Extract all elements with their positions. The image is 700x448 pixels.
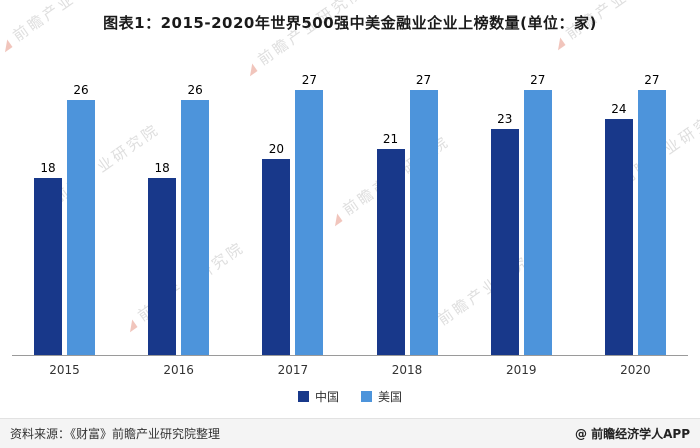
brand-note: @ 前瞻经济学人APP [574, 427, 690, 441]
bar-value-label: 18 [40, 161, 56, 176]
bar-wrap: 27 [409, 73, 438, 355]
bar-series-1 [409, 90, 438, 355]
bar-pair: 24 27 [604, 73, 666, 355]
bar-value-label: 21 [382, 131, 399, 146]
bar-value-label: 26 [73, 82, 89, 97]
footer: 资料来源：《财富》前瞻产业研究院整理 @ 前瞻经济学人APP [0, 418, 700, 448]
x-axis-label: 2016 [163, 363, 194, 377]
bar-wrap: 20 [262, 141, 291, 355]
bar-value-label: 23 [497, 112, 513, 127]
bar-wrap: 24 [604, 102, 633, 355]
chart-area: 18 26 2015 18 26 2016 20 27 2017 21 27 2018 23 27 2019… [12, 73, 688, 377]
x-axis-line [12, 355, 688, 356]
bar-wrap: 26 [67, 83, 95, 355]
bar-group: 23 27 2019 [490, 73, 552, 377]
bar-wrap: 27 [637, 73, 666, 355]
x-axis-label: 2019 [505, 363, 537, 377]
bar-group: 20 27 2017 [262, 73, 324, 377]
bar-group: 24 27 2020 [604, 73, 666, 377]
bar-wrap: 27 [523, 73, 552, 355]
x-axis-label: 2017 [277, 363, 309, 377]
legend-swatch [297, 391, 309, 402]
watermark-logo-icon: ◢ [242, 59, 261, 78]
bar-value-label: 27 [415, 73, 432, 87]
watermark-logo-icon: ◢ [550, 33, 569, 52]
bar-value-label: 27 [301, 73, 318, 87]
bar-pair: 18 26 [148, 82, 210, 355]
chart-title: 图表1：2015-2020年世界500强中美金融业企业上榜数量(单位：家) [103, 14, 597, 32]
bar-wrap: 18 [34, 161, 62, 355]
bar-wrap: 27 [295, 73, 324, 355]
legend: 中国 美国 [0, 388, 700, 405]
bar-wrap: 18 [148, 161, 177, 355]
bar-series-0 [376, 148, 405, 355]
source-note: 资料来源：《财富》前瞻产业研究院整理 [10, 427, 221, 441]
bar-pair: 21 27 [376, 73, 438, 355]
bar-wrap: 26 [181, 82, 210, 355]
watermark-text: 前瞻产业研究院 [254, 0, 368, 70]
bar-series-0 [262, 158, 291, 355]
bar-series-0 [604, 119, 633, 355]
plot-groups: 18 26 2015 18 26 2016 20 27 2017 21 27 2018 23 27 2019… [12, 73, 688, 377]
bar-wrap: 21 [376, 131, 405, 355]
legend-label: 美国 [378, 390, 403, 404]
bar-series-0 [148, 178, 177, 355]
bar-group: 18 26 2015 [34, 83, 95, 377]
bar-pair: 20 27 [262, 73, 324, 355]
bar-value-label: 27 [530, 73, 546, 87]
bar-series-1 [523, 90, 552, 355]
bar-series-1 [181, 99, 210, 355]
watermark-logo-icon: ◢ [0, 35, 16, 54]
bar-value-label: 20 [268, 141, 285, 156]
bar-value-label: 26 [187, 82, 203, 97]
bar-value-label: 24 [611, 102, 627, 117]
x-axis-label: 2018 [391, 363, 423, 377]
bar-wrap: 23 [490, 112, 519, 355]
x-axis-label: 2020 [620, 363, 651, 377]
bar-pair: 18 26 [34, 83, 95, 355]
bar-value-label: 27 [644, 73, 660, 87]
bar-pair: 23 27 [490, 73, 552, 355]
bar-group: 18 26 2016 [148, 82, 210, 377]
x-axis-label: 2015 [49, 363, 80, 377]
legend-item: 美国 [361, 388, 402, 405]
bar-value-label: 18 [154, 161, 170, 176]
bar-series-0 [490, 129, 519, 355]
bar-series-1 [637, 90, 666, 355]
bar-series-1 [295, 90, 324, 355]
bar-series-0 [34, 178, 62, 355]
legend-label: 中国 [314, 390, 339, 404]
legend-swatch [361, 391, 372, 402]
legend-item: 中国 [297, 388, 339, 405]
bar-series-1 [67, 99, 95, 355]
bar-group: 21 27 2018 [376, 73, 438, 377]
